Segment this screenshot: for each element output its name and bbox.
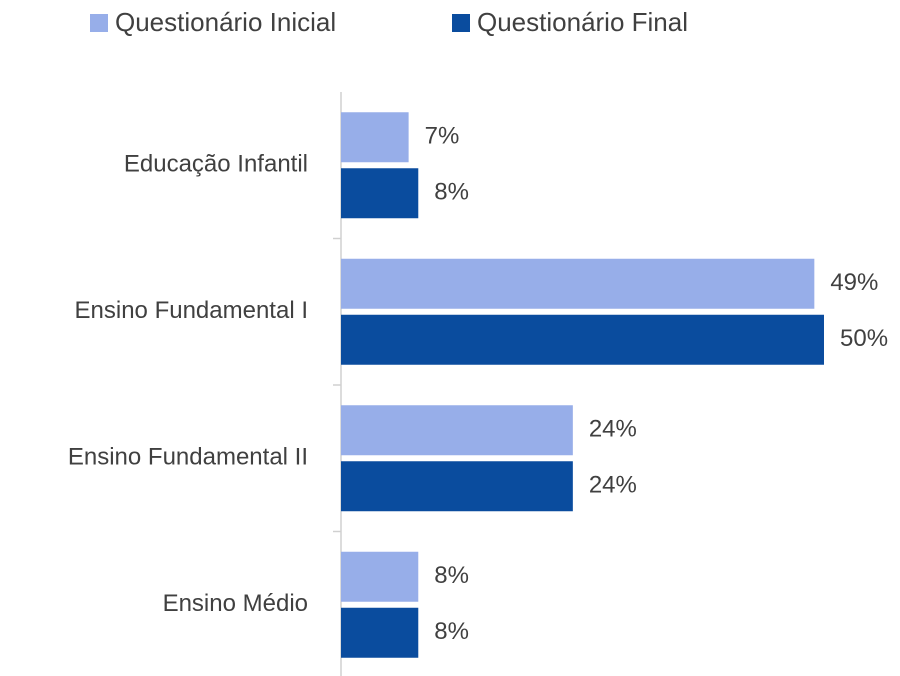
bar bbox=[341, 168, 419, 219]
legend-swatch bbox=[452, 14, 470, 32]
data-label: 7% bbox=[425, 123, 460, 150]
legend-label: Questionário Final bbox=[477, 7, 688, 37]
bar bbox=[341, 405, 573, 456]
bar bbox=[341, 551, 419, 602]
y-tick-label: Educação Infantil bbox=[124, 151, 308, 178]
y-tick-label: Ensino Fundamental II bbox=[68, 444, 308, 471]
legend-label: Questionário Inicial bbox=[115, 7, 336, 37]
data-label: 50% bbox=[840, 325, 888, 352]
data-label: 8% bbox=[434, 618, 469, 645]
legend-swatch bbox=[90, 14, 108, 32]
data-label: 24% bbox=[589, 472, 637, 499]
bar bbox=[341, 461, 573, 512]
y-tick-label: Ensino Médio bbox=[163, 590, 308, 617]
data-label: 8% bbox=[434, 179, 469, 206]
bar bbox=[341, 607, 419, 658]
data-label: 49% bbox=[830, 269, 878, 296]
data-label: 24% bbox=[589, 416, 637, 443]
bar bbox=[341, 258, 815, 309]
bar bbox=[341, 112, 409, 163]
bar bbox=[341, 314, 824, 365]
y-tick-label: Ensino Fundamental I bbox=[75, 297, 308, 324]
data-label: 8% bbox=[434, 562, 469, 589]
